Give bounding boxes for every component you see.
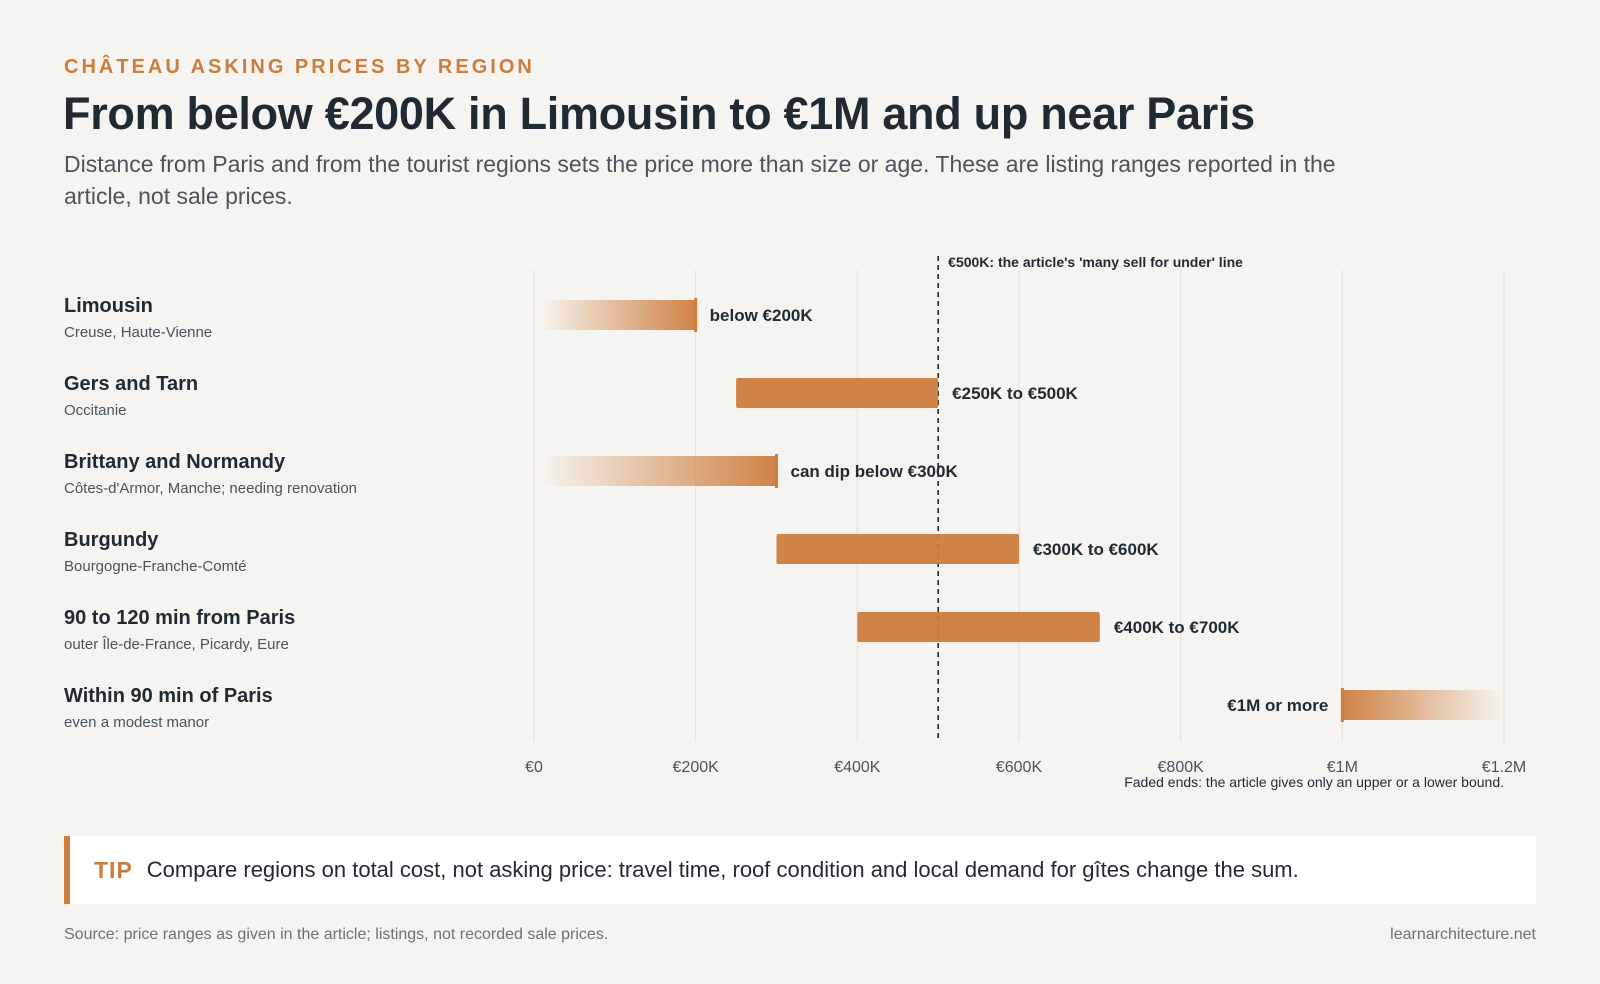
row-region-detail: Bourgogne-Franche-Comté xyxy=(64,558,247,575)
row-label-layer: Limousin Creuse, Haute-Vienne below €200K G… xyxy=(64,295,1328,731)
bar-value-label: below €200K xyxy=(710,306,814,325)
x-tick-label: €400K xyxy=(834,759,881,776)
bar-value-label: €1M or more xyxy=(1227,696,1328,715)
range-bar xyxy=(1342,690,1504,720)
x-tick-label: €600K xyxy=(996,759,1043,776)
chart-subtitle: Distance from Paris and from the tourist… xyxy=(64,151,1336,209)
faded-ends-note: Faded ends: the article gives only an up… xyxy=(1124,774,1504,790)
bar-value-label: can dip below €300K xyxy=(791,462,959,481)
chart-title: From below €200K in Limousin to €1M and … xyxy=(63,88,1255,139)
bar-value-label: €300K to €600K xyxy=(1033,540,1159,559)
bound-marker xyxy=(1340,688,1344,722)
grid-layer xyxy=(533,270,1505,742)
x-tick-label: €1.2M xyxy=(1482,759,1526,776)
row-region-detail: outer Île-de-France, Picardy, Eure xyxy=(64,636,289,653)
row-region-name: Gers and Tarn xyxy=(64,373,198,395)
row-region-name: Limousin xyxy=(64,295,153,317)
row-region-detail: Côtes-d'Armor, Manche; needing renovatio… xyxy=(64,480,357,497)
tick-label-layer: €0 €200K €400K €600K €800K €1M €1.2M xyxy=(525,759,1526,776)
range-chart: €500K: the article's 'many sell for unde… xyxy=(64,254,1526,790)
x-tick-label: €0 xyxy=(525,759,543,776)
bound-marker xyxy=(694,298,698,332)
reference-line-label: €500K: the article's 'many sell for unde… xyxy=(948,254,1243,270)
reference-layer: €500K: the article's 'many sell for unde… xyxy=(937,254,1243,742)
row-region-name: 90 to 120 min from Paris xyxy=(64,607,295,629)
range-bar xyxy=(736,378,939,408)
bar-value-label: €250K to €500K xyxy=(952,384,1078,403)
source-note: Source: price ranges as given in the art… xyxy=(64,926,609,943)
x-tick-label: €200K xyxy=(673,759,720,776)
bar-value-label: €400K to €700K xyxy=(1114,618,1240,637)
range-bar xyxy=(540,300,696,330)
chart-kicker: CHÂTEAU ASKING PRICES BY REGION xyxy=(64,56,535,78)
bound-marker xyxy=(775,454,778,488)
range-bar xyxy=(540,456,777,486)
x-tick-label: €1M xyxy=(1327,759,1358,776)
site-credit: learnarchitecture.net xyxy=(1390,926,1536,943)
tip-text: Compare regions on total cost, not askin… xyxy=(146,857,1299,882)
range-bar xyxy=(776,534,1019,564)
tip-box: TIP Compare regions on total cost, not a… xyxy=(64,836,1536,904)
x-tick-label: €800K xyxy=(1158,759,1205,776)
row-region-name: Within 90 min of Paris xyxy=(64,685,273,707)
bar-layer xyxy=(540,298,1504,722)
row-region-name: Burgundy xyxy=(64,529,159,551)
tip-label: TIP xyxy=(94,856,133,883)
row-region-detail: Occitanie xyxy=(64,402,127,419)
row-region-name: Brittany and Normandy xyxy=(64,451,286,473)
row-region-detail: even a modest manor xyxy=(64,714,209,731)
row-region-detail: Creuse, Haute-Vienne xyxy=(64,324,212,341)
range-bar xyxy=(857,612,1100,642)
